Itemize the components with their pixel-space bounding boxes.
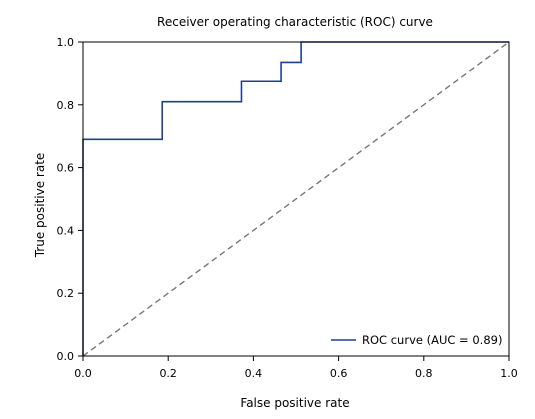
chart-title: Receiver operating characteristic (ROC) …: [157, 15, 433, 29]
y-axis: 0.0 0.2 0.4 0.6 0.8 1.0: [57, 36, 83, 363]
chance-diagonal-line: [82, 41, 510, 357]
x-axis: 0.0 0.2 0.4 0.6 0.8 1.0: [74, 356, 518, 380]
x-tick-label: 0.6: [330, 367, 348, 380]
x-tick-label: 0.8: [415, 367, 433, 380]
y-tick-label: 0.0: [57, 350, 75, 363]
y-tick-label: 0.8: [57, 99, 75, 112]
legend-label-roc-curve: ROC curve (AUC = 0.89): [362, 333, 502, 347]
roc-curve-line: [82, 41, 509, 356]
y-axis-label: True positive rate: [33, 153, 47, 259]
plot-area-frame: [82, 41, 510, 357]
x-axis-label: False positive rate: [240, 396, 349, 410]
x-tick-label: 0.0: [74, 367, 92, 380]
x-tick-label: 1.0: [500, 367, 518, 380]
legend: ROC curve (AUC = 0.89): [331, 333, 502, 347]
y-tick-label: 0.6: [57, 162, 75, 175]
x-tick-label: 0.4: [245, 367, 263, 380]
y-tick-label: 0.4: [57, 224, 75, 237]
x-tick-label: 0.2: [159, 367, 177, 380]
y-tick-label: 0.2: [57, 287, 75, 300]
y-tick-label: 1.0: [57, 36, 75, 49]
